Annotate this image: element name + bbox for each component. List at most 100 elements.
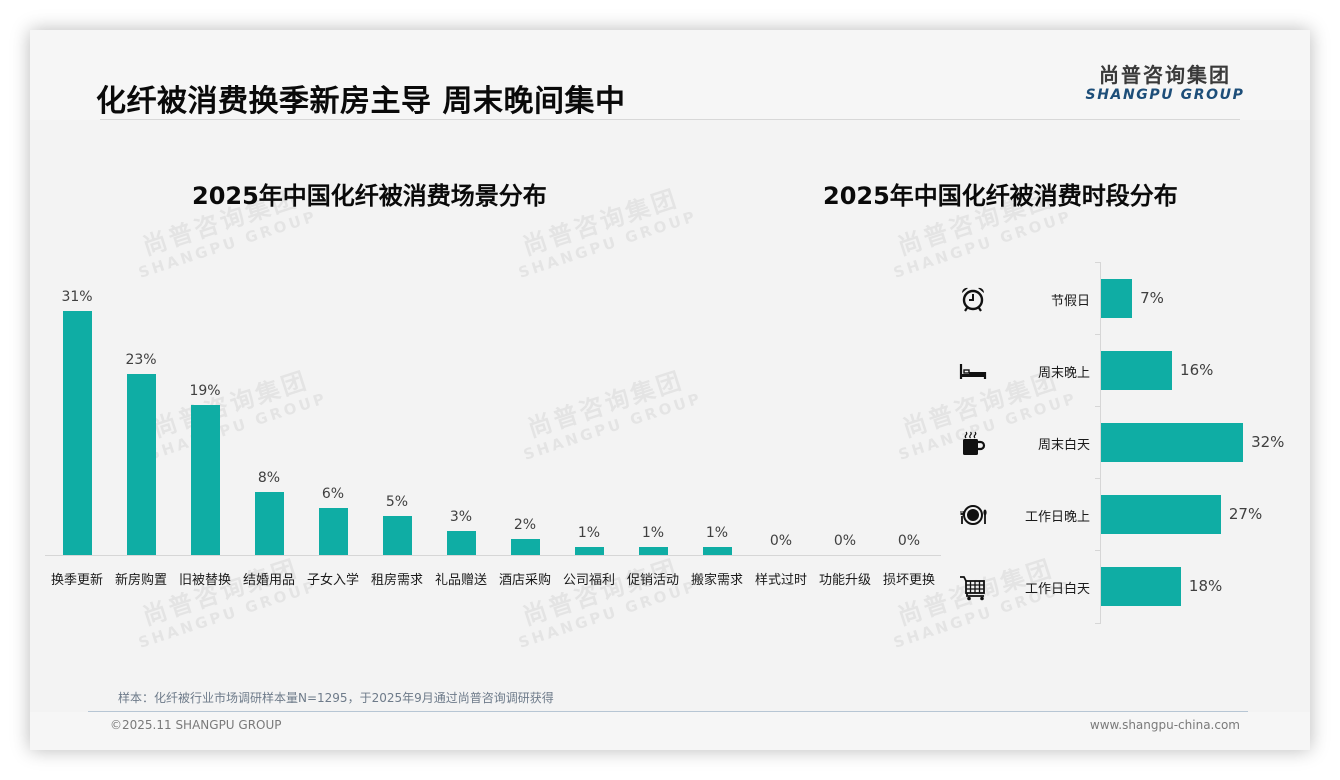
- bar-value-label: 5%: [385, 493, 409, 510]
- bar: [63, 311, 92, 555]
- bar-group: 1% 公司福利: [557, 290, 621, 590]
- header-band: [30, 30, 1310, 120]
- bar: [1101, 567, 1181, 606]
- bar-row: 周末晚上 16%: [940, 334, 1300, 406]
- coffee-mug-icon: [958, 428, 988, 458]
- bar-value-label: 3%: [449, 509, 473, 526]
- category-label: 工作日晚上: [1024, 510, 1090, 525]
- axis-tick: [1095, 623, 1101, 624]
- category-label: 样式过时: [754, 573, 807, 588]
- bar: [1101, 279, 1133, 318]
- logo-en-text: SHANGPU GROUP: [1085, 87, 1245, 103]
- bar-group: 0% 损坏更换: [877, 290, 941, 590]
- bar: [191, 405, 220, 555]
- y-axis-line: [1100, 262, 1101, 624]
- bar-value-label: 1%: [641, 525, 665, 542]
- category-label: 功能升级: [818, 573, 871, 588]
- bar: [1101, 495, 1221, 534]
- bar: [511, 539, 540, 555]
- bar-group: 3% 礼品赠送: [429, 290, 493, 590]
- slide: 化纤被消费换季新房主导 周末晚间集中 尚普咨询集团 SHANGPU GROUP …: [30, 30, 1310, 750]
- category-label: 新房购置: [114, 573, 167, 588]
- bar-group: 31% 换季更新: [45, 289, 109, 590]
- website-link[interactable]: www.shangpu-china.com: [1089, 718, 1240, 732]
- page-title: 化纤被消费换季新房主导 周末晚间集中: [96, 84, 626, 119]
- category-label: 搬家需求: [690, 573, 743, 588]
- copyright-text: ©2025.11 SHANGPU GROUP: [110, 718, 282, 732]
- bar: [319, 507, 348, 555]
- bar-value-label: 0%: [897, 533, 921, 549]
- bar-row: 工作日晚上 27%: [940, 478, 1300, 550]
- axis-tick: [1095, 262, 1101, 263]
- bed-icon: [958, 356, 988, 386]
- scene-bar-chart: 31% 换季更新 23% 新房购置 19% 旧被替换 8% 结婚用品 6% 子女入学 5% 租房需求 3…: [45, 289, 941, 590]
- x-axis-line: [45, 555, 941, 556]
- bar: [703, 547, 732, 555]
- category-label: 结婚用品: [242, 573, 295, 588]
- bar: [255, 492, 284, 555]
- axis-tick: [1095, 406, 1101, 407]
- category-label: 酒店采购: [498, 573, 551, 588]
- bar-value-label: 1%: [705, 525, 729, 542]
- bar-value-label: 32%: [1251, 433, 1285, 451]
- bar-value-label: 23%: [125, 351, 157, 368]
- axis-tick: [1095, 334, 1101, 335]
- bar: [447, 531, 476, 555]
- bar-group: 5% 租房需求: [365, 290, 429, 590]
- category-label: 换季更新: [50, 573, 103, 588]
- alarm-clock-icon: [958, 284, 988, 314]
- dinner-plate-icon: [958, 500, 988, 530]
- bar-value-label: 2%: [513, 517, 537, 534]
- bar-value-label: 0%: [769, 533, 793, 549]
- category-label: 损坏更换: [882, 573, 935, 588]
- axis-tick: [1095, 478, 1101, 479]
- bar-group: 2% 酒店采购: [493, 290, 557, 590]
- bar-value-label: 0%: [833, 533, 857, 549]
- axis-tick: [1095, 550, 1101, 551]
- bar-value-label: 8%: [257, 470, 281, 487]
- bar: [127, 373, 156, 555]
- company-logo: 尚普咨询集团 SHANGPU GROUP: [1085, 63, 1245, 104]
- bar-group: 6% 子女入学: [301, 290, 365, 590]
- bar-group: 19% 旧被替换: [173, 290, 237, 590]
- category-label: 礼品赠送: [434, 573, 487, 588]
- bar-value-label: 31%: [61, 289, 93, 306]
- bar-group: 1% 促销活动: [621, 290, 685, 590]
- bar-value-label: 1%: [577, 525, 601, 542]
- bar-row: 工作日白天 18%: [940, 550, 1300, 622]
- bar-group: 0% 样式过时: [749, 290, 813, 590]
- bar-group: 1% 搬家需求: [685, 290, 749, 590]
- scene-chart-title: 2025年中国化纤被消费场景分布: [192, 182, 547, 210]
- time-bar-chart: 节假日 7% 周末晚上 16% 周末白天 32% 工作日晚上 27% 工作日白天 18%: [940, 262, 1300, 624]
- bar-value-label: 18%: [1188, 577, 1223, 595]
- bar-group: 0% 功能升级: [813, 290, 877, 590]
- category-label: 周末白天: [1037, 438, 1090, 453]
- category-label: 工作日白天: [1024, 582, 1090, 597]
- bar-value-label: 16%: [1180, 361, 1214, 379]
- bar: [1101, 423, 1244, 462]
- bar: [383, 515, 412, 555]
- bar-group: 8% 结婚用品: [237, 290, 301, 590]
- bar-value-label: 19%: [189, 383, 221, 400]
- sample-note: 样本：化纤被行业市场调研样本量N=1295，于2025年9月通过尚普咨询调研获得: [118, 691, 554, 705]
- category-label: 子女入学: [306, 573, 359, 588]
- bar-value-label: 27%: [1228, 505, 1263, 523]
- bar: [639, 547, 668, 555]
- bar: [575, 547, 604, 555]
- bar-value-label: 7%: [1140, 289, 1164, 307]
- time-chart-title: 2025年中国化纤被消费时段分布: [823, 182, 1178, 210]
- bar-row: 周末白天 32%: [940, 406, 1300, 478]
- shopping-cart-icon: [958, 572, 988, 602]
- category-label: 周末晚上: [1037, 366, 1090, 381]
- bar-value-label: 6%: [321, 485, 345, 502]
- footer-band: [30, 712, 1310, 750]
- footer-divider: [88, 711, 1248, 712]
- category-label: 节假日: [1050, 294, 1090, 309]
- logo-cn-text: 尚普咨询集团: [1099, 63, 1231, 87]
- category-label: 促销活动: [626, 573, 679, 588]
- bar-group: 23% 新房购置: [109, 290, 173, 590]
- bar-row: 节假日 7%: [940, 262, 1300, 334]
- header-divider: [100, 119, 1240, 120]
- category-label: 旧被替换: [178, 573, 231, 588]
- category-label: 公司福利: [562, 573, 615, 588]
